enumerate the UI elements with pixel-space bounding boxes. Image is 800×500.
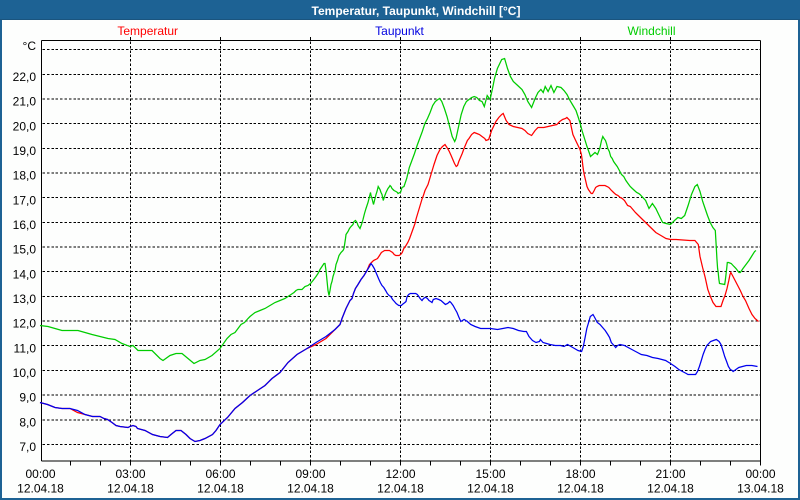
svg-text:17,0: 17,0 bbox=[13, 193, 37, 207]
svg-text:15,0: 15,0 bbox=[13, 243, 37, 257]
svg-text:21,0: 21,0 bbox=[13, 95, 37, 109]
svg-text:13,0: 13,0 bbox=[13, 292, 37, 306]
svg-text:06:00: 06:00 bbox=[205, 467, 235, 481]
svg-text:12.04.18: 12.04.18 bbox=[557, 482, 604, 496]
svg-text:11,0: 11,0 bbox=[14, 341, 37, 355]
svg-text:12.04.18: 12.04.18 bbox=[287, 482, 334, 496]
svg-text:18,0: 18,0 bbox=[13, 169, 37, 183]
svg-text:15:00: 15:00 bbox=[475, 467, 505, 481]
svg-text:Taupunkt: Taupunkt bbox=[375, 24, 424, 38]
svg-text:19,0: 19,0 bbox=[13, 144, 37, 158]
svg-text:14,0: 14,0 bbox=[13, 267, 37, 281]
svg-text:20,0: 20,0 bbox=[13, 119, 37, 133]
svg-text:22,0: 22,0 bbox=[13, 70, 37, 84]
svg-text:Windchill: Windchill bbox=[627, 24, 675, 38]
svg-text:10,0: 10,0 bbox=[13, 366, 37, 380]
svg-text:12.04.18: 12.04.18 bbox=[467, 482, 514, 496]
svg-text:12.04.18: 12.04.18 bbox=[377, 482, 424, 496]
svg-text:18:00: 18:00 bbox=[565, 467, 595, 481]
svg-text:13.04.18: 13.04.18 bbox=[737, 482, 784, 496]
svg-text:12.04.18: 12.04.18 bbox=[647, 482, 694, 496]
svg-text:00:00: 00:00 bbox=[25, 467, 55, 481]
svg-text:03:00: 03:00 bbox=[115, 467, 145, 481]
svg-text:9,0: 9,0 bbox=[19, 391, 36, 405]
svg-text:12.04.18: 12.04.18 bbox=[197, 482, 244, 496]
svg-text:21:00: 21:00 bbox=[655, 467, 685, 481]
svg-text:12,0: 12,0 bbox=[13, 317, 37, 331]
svg-text:Temperatur: Temperatur bbox=[117, 24, 178, 38]
svg-text:°C: °C bbox=[23, 39, 37, 53]
svg-text:00:00: 00:00 bbox=[745, 467, 775, 481]
svg-text:12.04.18: 12.04.18 bbox=[17, 482, 64, 496]
svg-text:8,0: 8,0 bbox=[19, 415, 36, 429]
svg-text:16,0: 16,0 bbox=[13, 218, 37, 232]
svg-text:12:00: 12:00 bbox=[385, 467, 415, 481]
svg-text:12.04.18: 12.04.18 bbox=[107, 482, 154, 496]
svg-text:09:00: 09:00 bbox=[295, 467, 325, 481]
svg-text:7,0: 7,0 bbox=[19, 440, 36, 454]
svg-text:Temperatur, Taupunkt, Windchil: Temperatur, Taupunkt, Windchill [°C] bbox=[312, 4, 521, 18]
